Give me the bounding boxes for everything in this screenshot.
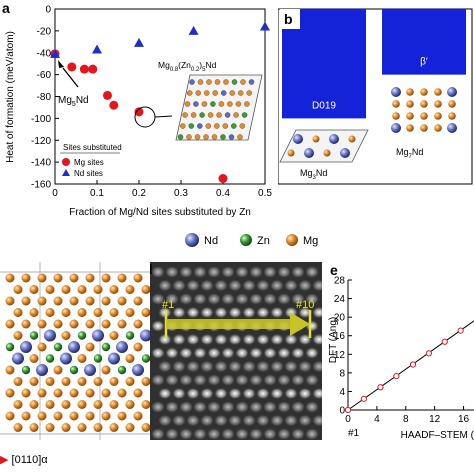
e-x-axis-label: HAADF–STEM (	[401, 430, 474, 441]
legend-zn: Zn	[257, 235, 270, 247]
data-point-nd	[50, 48, 60, 58]
panel-c-lattice	[0, 262, 150, 440]
legend-mg-label: Mg sites	[74, 158, 104, 167]
mg-atom-icon	[286, 234, 298, 246]
e-data-point	[377, 384, 384, 391]
panel-label-d: d	[150, 262, 153, 277]
y-tick-label: -100	[31, 114, 51, 125]
data-point-mg	[79, 64, 89, 74]
start-marker: #1	[162, 299, 174, 311]
data-point-mg	[218, 174, 228, 184]
panel-label-e: e	[330, 262, 338, 278]
e-y-tick-label: 20	[334, 313, 346, 324]
e-y-tick-label: 12	[334, 350, 346, 361]
legend-mg-marker	[62, 158, 70, 166]
annotation-mg3nd: Mg3Nd	[300, 168, 327, 181]
data-point-nd	[92, 44, 102, 54]
annotation-mg08zn: Mg0.8(Zn0.2)5Nd	[158, 60, 217, 73]
arrow-right-icon: ▶	[0, 454, 9, 466]
panel-label-b: b	[284, 11, 293, 27]
end-marker: #10	[296, 299, 314, 311]
data-point-mg	[109, 100, 119, 110]
e-y-tick-label: 28	[334, 276, 346, 287]
plot-frame	[54, 8, 266, 185]
e-x-tick-label: 0	[345, 414, 351, 425]
data-point-mg	[134, 107, 144, 117]
data-point-mg	[103, 90, 112, 100]
y-tick-label: -140	[31, 158, 51, 169]
y-tick-label: -120	[31, 136, 51, 147]
x-tick-label: 0.3	[174, 188, 188, 199]
zn-atom-icon	[240, 234, 252, 246]
data-point-nd	[134, 37, 144, 47]
e-data-point	[441, 338, 448, 345]
crystal-thumbnail-mg3nd	[279, 129, 369, 163]
e-y-tick-label: 16	[334, 331, 346, 342]
e-y-tick-label: 4	[339, 387, 345, 398]
x-tick-label: 0.5	[258, 188, 272, 199]
legend-nd: Nd	[204, 235, 218, 247]
legend-nd-label: Nd sites	[74, 169, 103, 178]
bar-label: D019	[312, 100, 336, 111]
y-tick-label: -60	[37, 70, 52, 81]
data-point-mg	[67, 62, 77, 72]
e-y-tick-label: 8	[339, 368, 345, 379]
panel-d-image: d #1 #10	[150, 262, 322, 440]
x-tick-label: 0.1	[90, 188, 104, 199]
e-y-tick-label: 24	[334, 294, 346, 305]
y-tick-label: -80	[37, 92, 52, 103]
legend-title: Sites substituted	[63, 143, 122, 152]
index-label: #1	[348, 428, 360, 439]
e-data-point	[409, 361, 417, 368]
e-data-point	[393, 373, 400, 380]
e-data-point	[344, 406, 352, 414]
e-x-tick-label: 4	[374, 414, 380, 425]
annotation-mg7nd: Mg7Nd	[396, 147, 423, 160]
x-axis-label: Fraction of Mg/Nd sites substituted by Z…	[69, 207, 251, 218]
panel-b-chart: D019 β′ b Mg3Nd Mg7Nd	[278, 8, 473, 185]
e-data-point	[360, 395, 367, 402]
panel-label-a: a	[2, 0, 10, 16]
panel-e-chart: DFT (Ang) 0 4 8 12 16 20 24 28 0 4 8 12 16 HAADF–ST…	[328, 276, 474, 441]
y-tick-label: -160	[31, 180, 51, 191]
x-tick-label: 0.4	[216, 188, 230, 199]
bar-label: β′	[420, 57, 428, 68]
energy-bar	[382, 9, 466, 75]
e-data-point	[425, 350, 432, 357]
e-x-tick-label: 16	[458, 414, 470, 425]
y-axis-label: Heat of formation (meV/atom)	[5, 31, 16, 163]
panel-a-chart: Heat of formation (meV/atom) 0 -20 -40 -60 -…	[5, 5, 272, 219]
y-tick-label: 0	[45, 5, 51, 16]
y-tick-label: -40	[37, 48, 52, 59]
atom-legend: Nd Zn Mg	[185, 233, 318, 247]
nd-atom-icon	[185, 233, 199, 247]
e-y-axis-label: DFT (Ang)	[328, 317, 339, 364]
crystal-thumbnail-a	[175, 74, 263, 141]
y-tick-label: -20	[37, 26, 52, 37]
direction-label: ▶ [0110]α	[0, 454, 48, 466]
x-tick-label: 0.2	[132, 188, 146, 199]
data-point-nd	[188, 25, 199, 35]
legend-mg: Mg	[303, 235, 318, 247]
e-y-tick-label: 0	[339, 406, 345, 417]
e-x-tick-label: 12	[429, 414, 441, 425]
x-tick-label: 0	[52, 188, 58, 199]
annotation-mg5nd: Mg5Nd	[58, 95, 89, 108]
e-x-tick-label: 8	[403, 414, 409, 425]
data-point-mg	[88, 64, 98, 74]
data-point-nd	[260, 21, 270, 31]
e-data-point	[457, 327, 464, 334]
legend-nd-marker	[62, 169, 70, 176]
